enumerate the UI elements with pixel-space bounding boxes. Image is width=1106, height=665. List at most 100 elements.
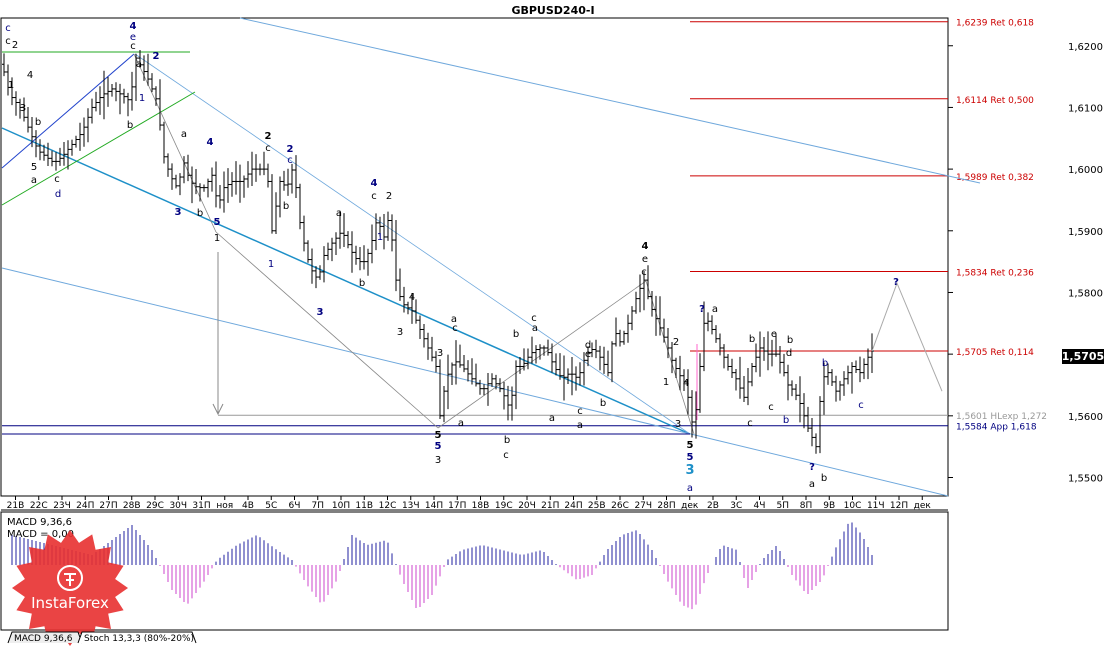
time-tick-label: 8П xyxy=(800,501,813,511)
trend-line xyxy=(134,53,691,435)
tab-stoch[interactable] xyxy=(77,631,197,644)
wave-label: e xyxy=(642,254,648,265)
wave-label: 3 xyxy=(397,327,403,338)
fib-level-label: 1,5601 HLexp 1,272 xyxy=(956,412,1047,422)
wave-label: b xyxy=(35,117,41,128)
time-tick-label: 2В xyxy=(707,501,719,511)
time-tick-label: 10С xyxy=(844,501,862,511)
wave-label: 2 xyxy=(12,40,18,51)
wave-label: 5 xyxy=(31,162,37,173)
fib-level-label: 1,6239 Ret 0,618 xyxy=(956,19,1034,29)
fib-level-label: 1,6114 Ret 0,500 xyxy=(956,96,1034,106)
wave-label: c xyxy=(747,418,753,429)
time-tick-label: 14П xyxy=(425,501,443,511)
wave-label: a xyxy=(136,59,142,70)
time-tick-label: 21В xyxy=(7,501,25,511)
chart-title: GBPUSD240-I xyxy=(511,4,594,17)
price-tick-label: 1,6000 xyxy=(1068,165,1103,176)
tab-macd-label: MACD 9,36,6 xyxy=(14,634,73,644)
time-tick-label: 4Ч xyxy=(754,501,766,511)
wave-label: 3 xyxy=(675,419,681,430)
time-tick-label: 25В xyxy=(588,501,606,511)
wave-label: b xyxy=(787,335,793,346)
wave-label: 4 xyxy=(27,70,33,81)
wave-label: c xyxy=(371,191,377,202)
fibonacci-levels: 1,6239 Ret 0,618 1,6114 Ret 0,500 1,5989 R… xyxy=(2,19,1047,433)
wave-label: e xyxy=(585,349,591,360)
time-tick-label: 23Ч xyxy=(53,501,71,511)
wave-label: 3 xyxy=(435,455,441,466)
time-tick-label: 24П xyxy=(564,501,582,511)
instaforex-logo: InstaForex xyxy=(12,530,128,646)
wave-label: a xyxy=(181,129,187,140)
logo-text: InstaForex xyxy=(31,594,109,612)
macd-value-label: MACD = 0,00 xyxy=(7,529,74,540)
time-tick-label: 28П xyxy=(657,501,675,511)
macd-panel-frame xyxy=(0,511,949,631)
time-tick-label: 22С xyxy=(30,501,48,511)
wave-label: 1 xyxy=(663,377,669,388)
wave-label: 2 xyxy=(153,51,160,62)
wave-label: c xyxy=(768,402,774,413)
wave-label: c xyxy=(287,155,293,166)
wave-label: 5 xyxy=(214,217,221,228)
wave-label: b xyxy=(749,334,755,345)
wave-label: a xyxy=(458,418,464,429)
wave-label: a xyxy=(577,420,583,431)
wave-label: c xyxy=(265,143,271,154)
wave-label: 1 xyxy=(139,93,145,104)
fib-level-label: 1,5584 App 1,618 xyxy=(956,423,1037,433)
trend-line xyxy=(239,17,981,184)
wave-label: ? xyxy=(699,304,705,315)
wave-label: c xyxy=(641,267,647,278)
wave-label: b xyxy=(513,329,519,340)
main-plot-frame xyxy=(0,17,949,497)
wave-label: c xyxy=(5,23,11,34)
time-tick-label: 19С xyxy=(495,501,513,511)
wave-label: ? xyxy=(809,462,815,473)
time-tick-label: 24П xyxy=(76,501,94,511)
wave-label: 2 xyxy=(265,131,272,142)
wave-label: 1 xyxy=(214,233,220,244)
indicator-tabs: MACD 9,36,6 Stoch 13,3,3 (80%-20%) xyxy=(7,631,197,644)
wave-label: a xyxy=(336,208,342,219)
price-tick-label: 1,6100 xyxy=(1068,103,1103,114)
wave-label: e xyxy=(771,329,777,340)
trend-line xyxy=(437,280,647,429)
arrow-head xyxy=(212,403,224,416)
wave-label: b xyxy=(197,208,203,219)
projection-line xyxy=(871,281,943,392)
wave-label: 5 xyxy=(687,452,694,463)
time-tick-label: 27П xyxy=(99,501,117,511)
time-tick-label: 12П xyxy=(890,501,908,511)
time-tick-label: 17П xyxy=(448,501,466,511)
trend-line xyxy=(1,267,949,497)
wave-label: d xyxy=(55,189,61,200)
wave-label: a xyxy=(31,175,37,186)
wave-label: b xyxy=(504,435,510,446)
wave-label: b xyxy=(283,201,289,212)
time-tick-label: 9В xyxy=(823,501,835,511)
wave-label: c xyxy=(452,323,458,334)
wave-label: ? xyxy=(893,277,899,288)
current-price-badge xyxy=(1062,349,1104,364)
price-tick-label: 1,5600 xyxy=(1068,412,1103,423)
wave-label: 5 xyxy=(435,430,442,441)
wave-label: 4 xyxy=(642,241,649,252)
time-tick-label: 11В xyxy=(355,501,373,511)
price-tick-label: 1,5900 xyxy=(1068,227,1103,238)
wave-label: 4 xyxy=(207,137,214,148)
wave-label: 2 xyxy=(287,144,294,155)
time-tick-label: ноя xyxy=(216,501,233,511)
time-tick-label: 13Ч xyxy=(402,501,420,511)
time-tick-label: 21П xyxy=(541,501,559,511)
price-bars xyxy=(2,50,874,454)
wave-label: c xyxy=(577,406,583,417)
wave-label: c xyxy=(54,174,60,185)
wave-label: b xyxy=(783,415,789,426)
time-tick-label: 18В xyxy=(472,501,490,511)
trend-line xyxy=(1,53,135,169)
wave-label: 5 xyxy=(687,440,694,451)
